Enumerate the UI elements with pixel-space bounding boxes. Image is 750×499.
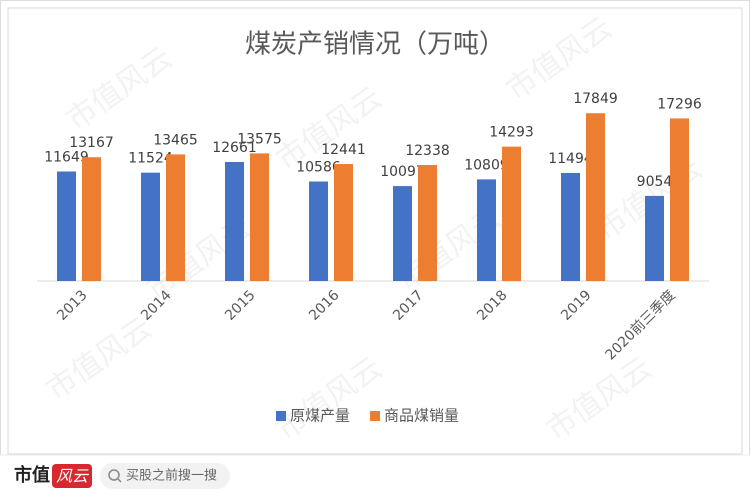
- legend-label: 原煤产量: [290, 407, 350, 425]
- search-placeholder: 买股之前搜一搜: [126, 468, 217, 484]
- data-label: 10809: [464, 157, 509, 173]
- bar: [309, 181, 328, 281]
- data-label: 11649: [44, 149, 89, 165]
- chart-title: 煤炭产销情况（万吨）: [245, 30, 505, 60]
- data-label: 11494: [548, 151, 593, 167]
- chart-area: [7, 7, 743, 455]
- legend-swatch: [370, 411, 381, 421]
- bar: [82, 157, 101, 281]
- bar: [645, 195, 664, 281]
- data-label: 9054: [637, 174, 673, 190]
- data-label: 13167: [69, 135, 114, 151]
- logo-box: [52, 464, 92, 488]
- bar: [334, 164, 353, 281]
- bar: [393, 186, 412, 281]
- bar: [502, 146, 521, 281]
- data-label: 10097: [380, 164, 425, 180]
- bar: [670, 118, 689, 281]
- data-label: 17296: [657, 96, 702, 112]
- bar: [418, 165, 437, 281]
- data-label: 17849: [573, 91, 618, 107]
- legend-label: 商品煤销量: [384, 407, 459, 425]
- bar: [57, 171, 76, 281]
- legend-swatch: [276, 411, 286, 421]
- brand: 市值: [14, 464, 50, 486]
- bar: [166, 154, 185, 281]
- search-icon-handle: [117, 478, 122, 483]
- bar: [586, 113, 605, 282]
- data-label: 13465: [153, 132, 198, 148]
- bar: [225, 161, 244, 281]
- bar: [250, 153, 269, 281]
- logo: 风云: [56, 467, 90, 486]
- bar: [141, 172, 160, 281]
- data-label: 11524: [128, 151, 173, 167]
- search-icon: [108, 469, 120, 481]
- data-label: 10586: [296, 159, 341, 175]
- bar: [561, 172, 580, 281]
- bar: [477, 179, 496, 281]
- data-label: 14293: [489, 125, 534, 141]
- data-label: 13575: [237, 131, 282, 147]
- data-label: 12661: [212, 140, 257, 156]
- data-label: 12441: [321, 142, 366, 158]
- search-box[interactable]: [100, 463, 230, 489]
- data-label: 12338: [405, 143, 450, 159]
